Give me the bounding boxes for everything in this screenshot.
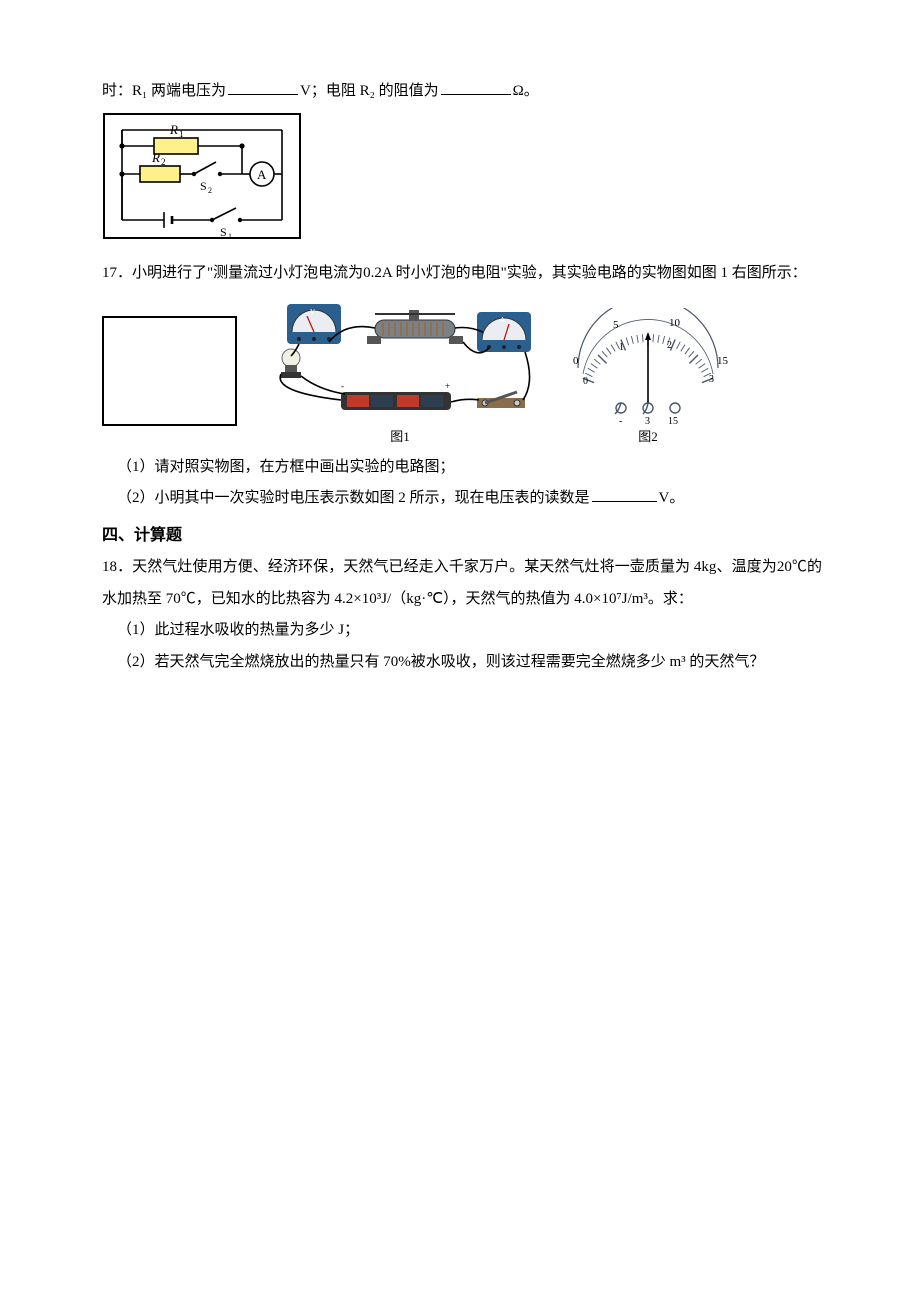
svg-text:0.6: 0.6 xyxy=(496,355,504,361)
q17-num: 17． xyxy=(102,265,132,281)
q16-unit1: V；电阻 R₂ 的阻值为 xyxy=(300,83,439,99)
svg-text:3: 3 xyxy=(645,416,650,426)
q18-text: 18．天然气灶使用方便、经济环保，天然气已经走入千家万户。某天然气灶将一壶质量为… xyxy=(102,552,822,615)
q17-blank xyxy=(592,487,657,502)
svg-text:15: 15 xyxy=(668,416,678,426)
svg-text:+: + xyxy=(445,381,450,391)
q16-line: 时：R₁ 两端电压为 xyxy=(102,83,226,99)
q18-p1: 天然气灶使用方便、经济环保，天然气已经走入千家万户。某天然气灶将一壶质量为 4k… xyxy=(102,559,822,607)
svg-text:5: 5 xyxy=(613,319,619,331)
q17-sub2: （2）小明其中一次实验时电压表示数如图 2 所示，现在电压表的读数是 V。 xyxy=(102,483,822,515)
svg-text:1: 1 xyxy=(228,232,232,240)
svg-text:3: 3 xyxy=(516,355,519,361)
q17-fig1-col: - 3 15 V - 0.6 3 A xyxy=(255,296,545,446)
q17-fig2-col: 0 5 10 15 0 1 2 3 - 3 15 图2 xyxy=(563,308,733,446)
svg-text:V: V xyxy=(310,308,315,316)
q16-blank-2 xyxy=(441,80,511,95)
q18-num: 18． xyxy=(102,559,132,575)
q17-meter-reading: 0 5 10 15 0 1 2 3 - 3 15 xyxy=(563,308,733,426)
q16-circuit-diagram: R 1 R 2 S 2 A S 1 xyxy=(102,112,822,253)
svg-text:3: 3 xyxy=(310,347,313,353)
svg-text:R: R xyxy=(151,150,160,165)
svg-text:A: A xyxy=(500,316,505,324)
q17-fig2-label: 图2 xyxy=(638,428,658,446)
q17-text: 17．小明进行了"测量流过小灯泡电流为0.2A 时小灯泡的电阻"实验，其实验电路… xyxy=(102,258,822,290)
q16-blank-1 xyxy=(228,80,298,95)
svg-text:3: 3 xyxy=(709,374,714,385)
svg-text:-: - xyxy=(484,355,486,361)
svg-text:1: 1 xyxy=(619,342,624,353)
q17-sub1: （1）请对照实物图，在方框中画出实验的电路图； xyxy=(102,452,822,484)
q17-fig1-label: 图1 xyxy=(390,428,410,446)
svg-text:S: S xyxy=(200,179,207,193)
svg-text:A: A xyxy=(257,167,267,182)
svg-text:15: 15 xyxy=(323,347,329,353)
svg-text:15: 15 xyxy=(717,355,729,367)
svg-text:10: 10 xyxy=(669,317,681,329)
q16-text: 时：R₁ 两端电压为 V；电阻 R₂ 的阻值为 Ω。 xyxy=(102,76,822,108)
svg-text:R: R xyxy=(169,122,178,137)
svg-text:1: 1 xyxy=(179,129,184,139)
q16-unit2: Ω。 xyxy=(513,83,539,99)
q18-sub1: （1）此过程水吸收的热量为多少 J； xyxy=(102,615,822,647)
svg-text:-: - xyxy=(341,381,344,391)
q17-p1: 小明进行了"测量流过小灯泡电流为0.2A 时小灯泡的电阻"实验，其实验电路的实物… xyxy=(132,265,807,281)
q17-answer-box xyxy=(102,316,237,426)
q18-sub2: （2）若天然气完全燃烧放出的热量只有 70%被水吸收，则该过程需要完全燃烧多少 … xyxy=(102,647,822,679)
svg-text:2: 2 xyxy=(667,340,672,351)
q17-physical-diagram: - 3 15 V - 0.6 3 A xyxy=(255,296,545,426)
q17-sub2a: （2）小明其中一次实验时电压表示数如图 2 所示，现在电压表的读数是 xyxy=(117,490,590,506)
q17-sub2b: V。 xyxy=(659,490,685,506)
section-4-title: 四、计算题 xyxy=(102,519,822,553)
svg-text:2: 2 xyxy=(161,157,166,167)
svg-text:S: S xyxy=(220,225,227,239)
svg-text:2: 2 xyxy=(208,186,212,195)
svg-text:0: 0 xyxy=(583,376,588,387)
q17-figures: . -315 V xyxy=(102,296,822,446)
svg-text:-: - xyxy=(619,416,622,426)
q17-answer-box-col: . xyxy=(102,316,237,446)
svg-text:0: 0 xyxy=(573,355,579,367)
